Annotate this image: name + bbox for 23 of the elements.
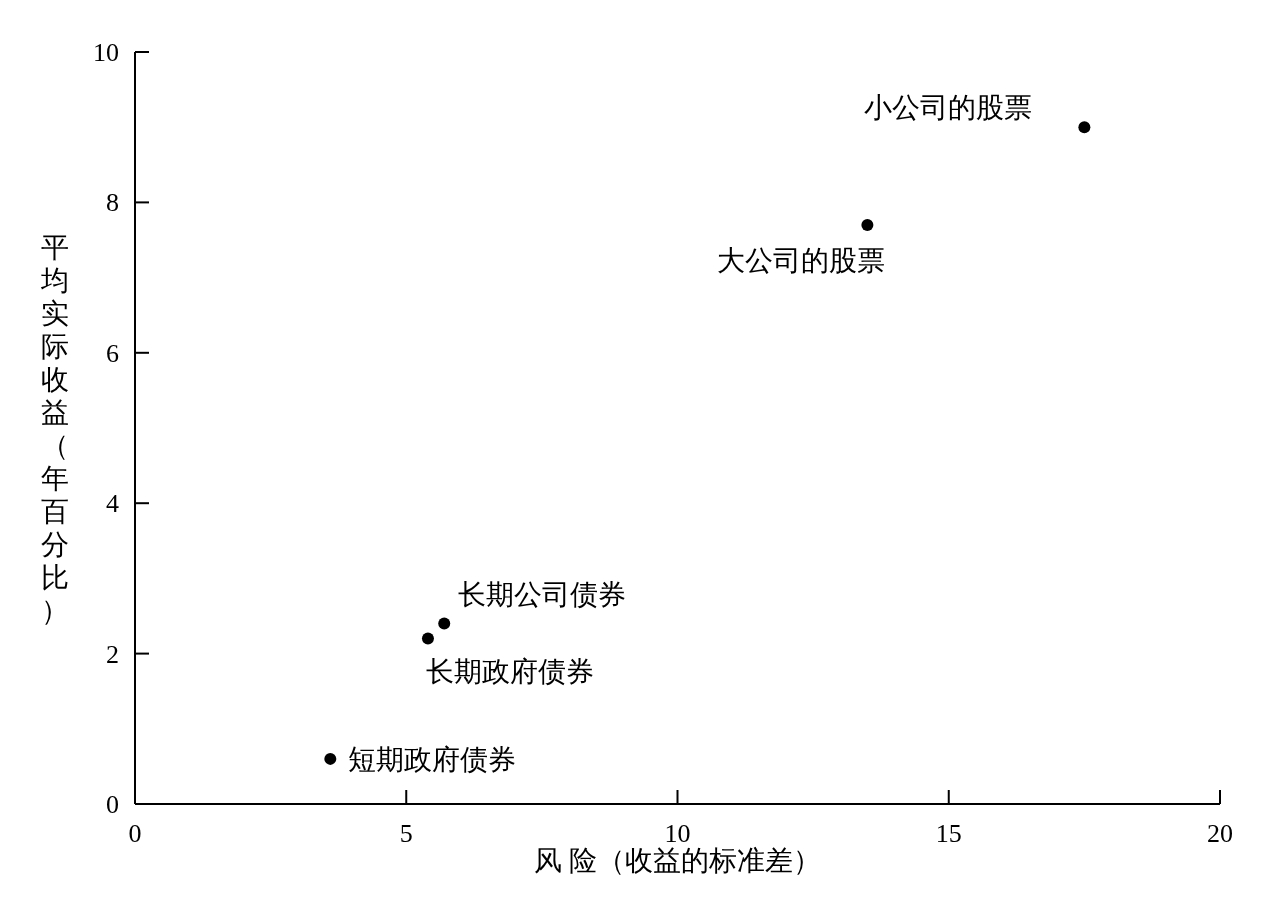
point bbox=[438, 617, 451, 630]
point bbox=[861, 218, 874, 231]
point bbox=[421, 632, 434, 645]
y-tick-label: 8 bbox=[106, 188, 119, 218]
y-tick-label: 2 bbox=[106, 639, 119, 669]
annotation: 大公司的股票 bbox=[717, 244, 886, 276]
annotation: 长期政府债券 bbox=[425, 655, 594, 687]
annotation: 小公司的股票 bbox=[864, 92, 1033, 124]
y-tick-label: 10 bbox=[93, 38, 119, 67]
x-tick-label: 20 bbox=[1207, 819, 1233, 848]
x-tick-label: 15 bbox=[935, 819, 962, 848]
annotation: 长期公司债券 bbox=[458, 578, 627, 610]
x-tick-label: 0 bbox=[128, 819, 142, 848]
y-tick-label: 4 bbox=[106, 489, 119, 519]
y-tick-label: 6 bbox=[106, 338, 119, 368]
y-tick-label: 0 bbox=[106, 790, 119, 819]
text: 平均实际收益（年百分比） bbox=[41, 231, 69, 626]
point bbox=[324, 752, 337, 765]
point bbox=[1078, 121, 1091, 134]
x-axis-title: 风 险（收益的标准差） bbox=[533, 845, 822, 876]
x-tick-label: 10 bbox=[664, 819, 691, 848]
annotation: 短期政府债券 bbox=[348, 743, 517, 775]
x-tick-label: 5 bbox=[399, 819, 413, 848]
